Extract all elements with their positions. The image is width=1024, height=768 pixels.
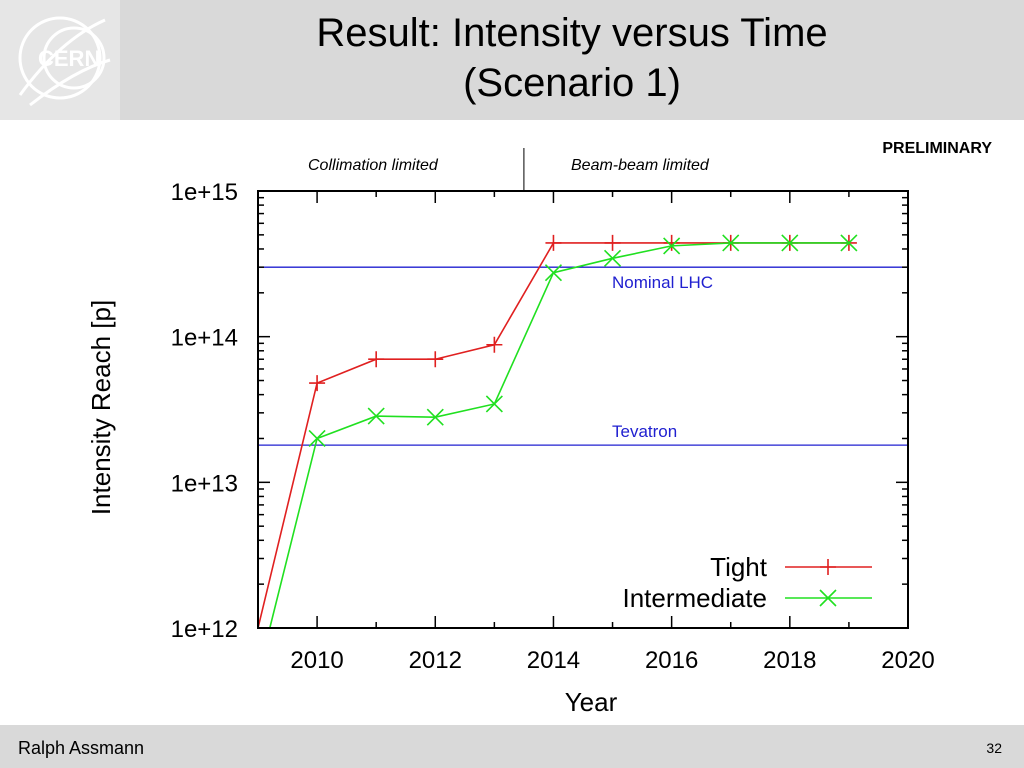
x-axis-label: Year	[565, 687, 618, 717]
footer-band	[0, 725, 1024, 768]
page-number: 32	[986, 740, 1002, 756]
data-point-tight	[486, 336, 503, 353]
data-point-intermediate	[722, 234, 740, 252]
preliminary-label: PRELIMINARY	[882, 140, 992, 157]
plot-frame	[257, 190, 909, 629]
data-point-tight	[427, 351, 444, 368]
legend-marker-intermediate	[819, 589, 837, 607]
x-tick-label: 2010	[290, 647, 343, 674]
y-tick-label: 1e+13	[171, 470, 238, 497]
y-tick-label: 1e+15	[171, 179, 238, 206]
data-point-intermediate	[663, 237, 681, 255]
data-point-intermediate	[603, 249, 622, 267]
data-point-tight	[663, 234, 680, 251]
cern-logo: CERN	[0, 0, 120, 120]
title-line-2: (Scenario 1)	[463, 61, 681, 105]
legend-label-tight: Tight	[710, 552, 768, 582]
data-point-tight	[604, 234, 621, 251]
footer-author: Ralph Assmann	[18, 738, 145, 758]
data-point-intermediate	[544, 264, 563, 282]
x-tick-label: 2012	[409, 647, 462, 674]
slide-title: Result: Intensity versus Time (Scenario …	[120, 8, 1024, 108]
x-tick-label: 2016	[645, 647, 698, 674]
data-point-tight	[309, 375, 326, 392]
y-tick-label: 1e+14	[171, 325, 238, 352]
data-point-intermediate	[426, 408, 444, 426]
data-point-intermediate	[308, 429, 326, 448]
x-tick-label: 2020	[881, 647, 934, 674]
region-label-collimation: Collimation limited	[308, 157, 438, 174]
x-tick-label: 2018	[763, 647, 816, 674]
title-line-1: Result: Intensity versus Time	[316, 11, 828, 55]
reference-line-label: Nominal LHC	[612, 273, 713, 292]
data-point-tight	[545, 234, 562, 251]
reference-line-label: Tevatron	[612, 422, 677, 441]
data-point-intermediate	[367, 407, 385, 425]
y-axis-label: Intensity Reach [p]	[86, 300, 116, 515]
data-point-intermediate	[781, 234, 799, 252]
region-label-beam-beam: Beam-beam limited	[571, 157, 709, 174]
x-tick-label: 2014	[527, 647, 580, 674]
data-point-intermediate	[840, 234, 858, 252]
data-point-intermediate	[485, 395, 503, 413]
legend-marker-tight	[820, 559, 836, 575]
header-band	[0, 0, 1024, 120]
legend-label-intermediate: Intermediate	[622, 583, 767, 613]
logo-text: CERN	[38, 46, 100, 71]
data-point-tight	[368, 351, 385, 368]
y-tick-label: 1e+12	[171, 616, 238, 643]
